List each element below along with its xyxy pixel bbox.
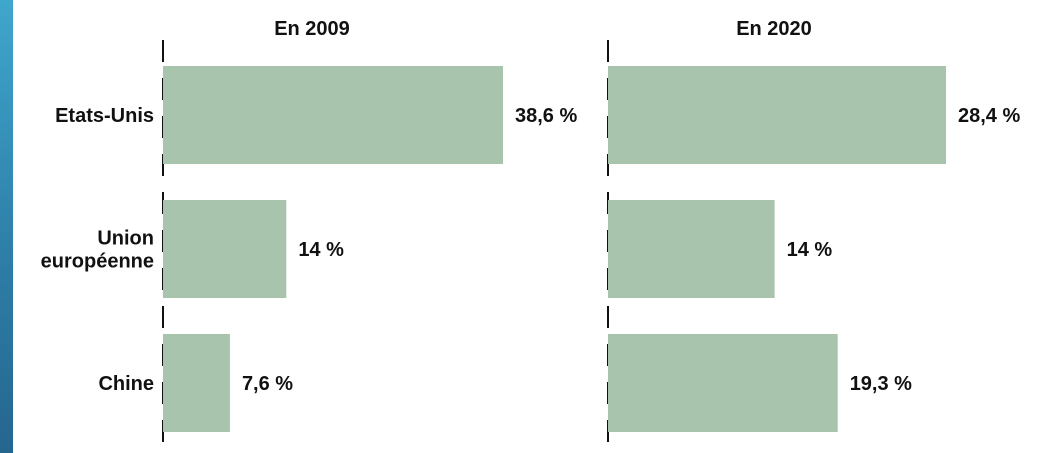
left-accent-strip [0,0,13,453]
data-label: 28,4 % [958,105,1020,127]
data-label: 38,6 % [515,105,577,127]
chart-title: En 2009 [274,18,350,40]
category-label: Union [97,228,154,250]
bar [608,334,838,432]
data-label: 7,6 % [242,373,293,395]
bar [608,200,775,298]
chart-title: En 2020 [736,18,812,40]
bar [163,66,503,164]
category-label: européenne [41,251,154,273]
bar [608,66,946,164]
category-label: Etats-Unis [55,105,154,127]
category-label: Chine [98,373,154,395]
bar [163,200,287,298]
bar [163,334,230,432]
data-label: 19,3 % [850,373,912,395]
data-label: 14 % [298,239,344,261]
data-label: 14 % [787,239,833,261]
